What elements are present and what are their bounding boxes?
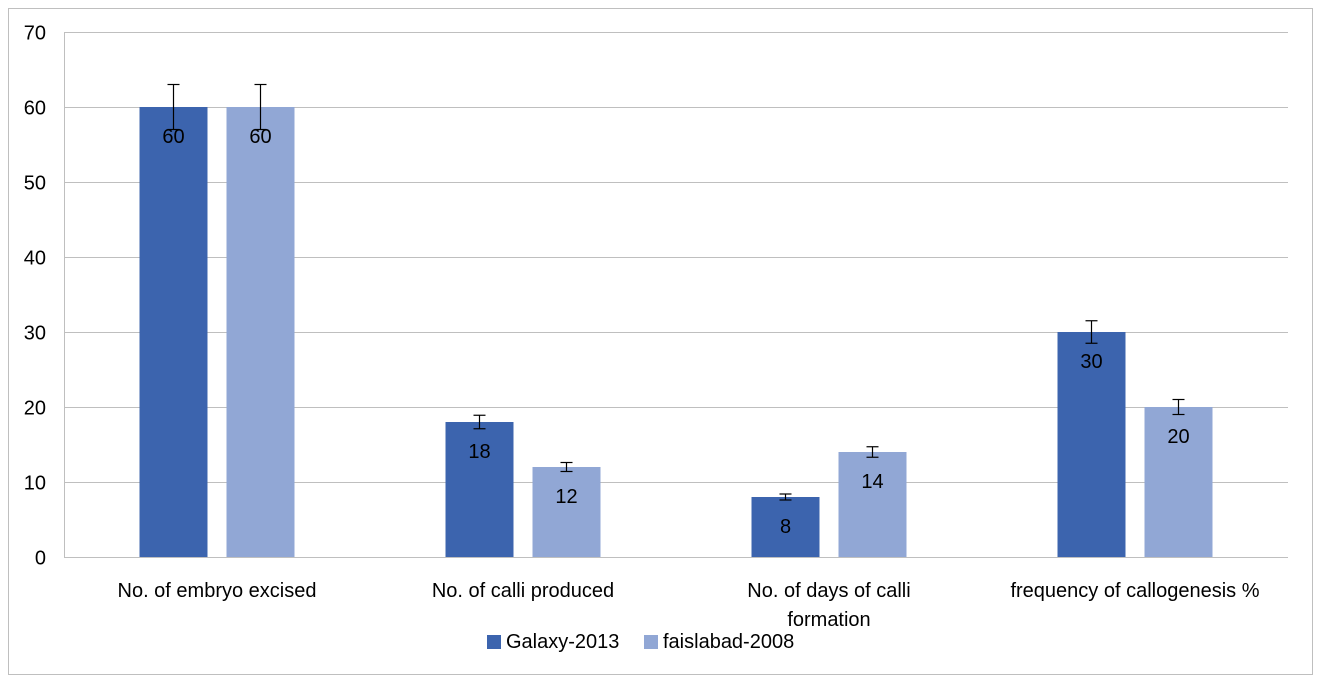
x-tick-label: No. of days of calli [747, 580, 910, 602]
x-tick-label: No. of calli produced [432, 580, 614, 602]
y-tick-label: 30 [24, 323, 46, 345]
bar [532, 467, 601, 557]
x-tick-label: frequency of callogenesis % [1010, 580, 1259, 602]
legend-label: faislabad-2008 [663, 631, 794, 653]
y-tick-label: 10 [24, 473, 46, 495]
data-label: 60 [162, 126, 184, 148]
y-tick-label: 50 [24, 173, 46, 195]
data-label: 18 [468, 441, 490, 463]
bar [838, 452, 907, 557]
bar [226, 107, 295, 557]
bar [1144, 407, 1213, 557]
bar [139, 107, 208, 557]
x-tick-label: No. of embryo excised [118, 580, 317, 602]
x-tick-label: formation [787, 609, 870, 631]
data-label: 14 [861, 471, 883, 493]
bar [1057, 332, 1126, 557]
chart-border [8, 8, 1313, 675]
y-tick-label: 60 [24, 98, 46, 120]
data-label: 8 [780, 516, 791, 538]
y-tick-label: 70 [24, 23, 46, 45]
data-label: 12 [555, 486, 577, 508]
y-tick-label: 20 [24, 398, 46, 420]
legend-label: Galaxy-2013 [506, 631, 619, 653]
y-tick-label: 40 [24, 248, 46, 270]
data-label: 60 [249, 126, 271, 148]
data-label: 30 [1080, 351, 1102, 373]
legend-swatch [487, 635, 501, 649]
bar [445, 422, 514, 557]
legend-swatch [644, 635, 658, 649]
bar [751, 497, 820, 557]
data-label: 20 [1167, 426, 1189, 448]
y-tick-label: 0 [35, 548, 46, 570]
